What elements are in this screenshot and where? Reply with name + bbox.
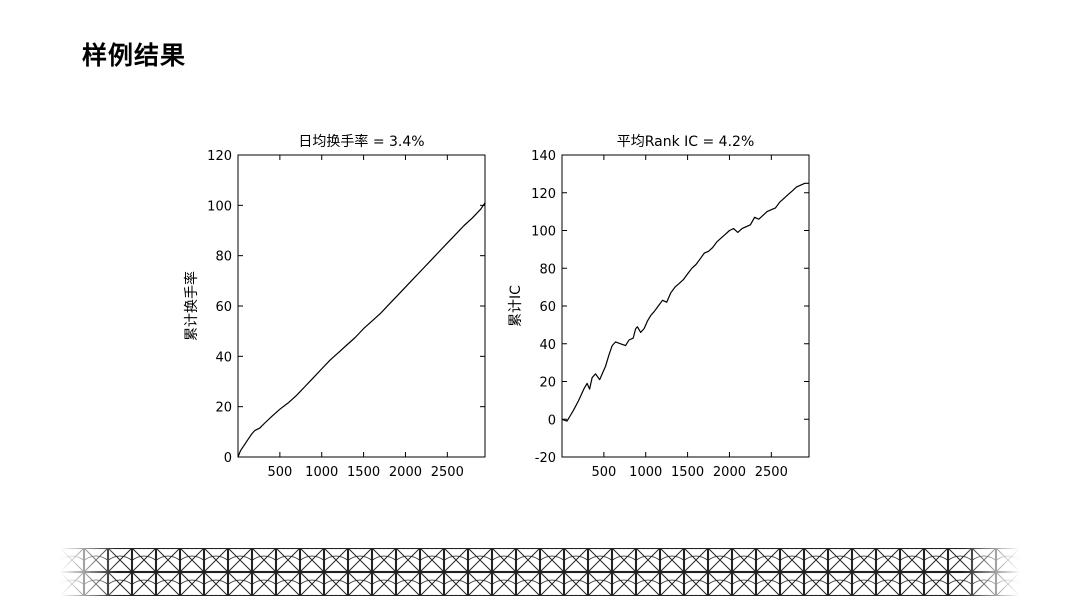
x-tick-label: 1000 — [629, 465, 662, 480]
y-tick-label: 80 — [215, 250, 232, 265]
x-tick-label: 500 — [591, 465, 616, 480]
slide-title: 样例结果 — [82, 41, 187, 70]
decorative-pattern-band — [60, 548, 1020, 596]
x-tick-label: 2500 — [755, 465, 788, 480]
y-tick-label: 20 — [539, 376, 556, 391]
plot-frame — [561, 154, 810, 458]
y-tick-label: 80 — [539, 262, 556, 277]
y-tick-label: 20 — [215, 401, 232, 416]
y-tick-label: 60 — [215, 300, 232, 315]
x-tick-label: 1500 — [671, 465, 704, 480]
y-tick-label: 100 — [207, 199, 232, 214]
x-tick-label: 2500 — [431, 465, 464, 480]
x-tick-label: 2000 — [713, 465, 746, 480]
decorative-pattern — [60, 548, 1020, 596]
y-tick-label: 0 — [224, 451, 232, 466]
chart-1: 日均换手率 = 3.4% 0 20 40 60 80 100 120 500 1000 1500 20… — [183, 133, 486, 480]
chart-2: 平均Rank IC = 4.2% -20 0 20 40 60 80 100 120 140 500… — [508, 134, 810, 480]
x-tick-label: 2000 — [389, 465, 422, 480]
chart-title: 平均Rank IC = 4.2% — [617, 134, 755, 150]
x-tick-label: 1000 — [305, 465, 338, 480]
y-tick-label: -20 — [535, 451, 556, 466]
y-tick-label: 40 — [539, 338, 556, 353]
y-tick-label: 120 — [207, 149, 232, 164]
x-tick-label: 500 — [267, 465, 292, 480]
x-tick-label: 1500 — [347, 465, 380, 480]
plot-frame — [237, 154, 486, 458]
y-axis-label: 累计换手率 — [183, 271, 200, 341]
y-tick-label: 60 — [539, 300, 556, 315]
chart-title: 日均换手率 = 3.4% — [298, 133, 424, 150]
y-tick-label: 100 — [531, 225, 556, 240]
series-line-1 — [237, 202, 486, 458]
y-tick-label: 120 — [531, 187, 556, 202]
series-line-1 — [561, 182, 809, 422]
y-tick-label: 40 — [215, 350, 232, 365]
y-tick-label: 140 — [531, 149, 556, 164]
y-axis-label: 累计IC — [508, 285, 524, 327]
y-tick-label: 0 — [548, 413, 556, 428]
